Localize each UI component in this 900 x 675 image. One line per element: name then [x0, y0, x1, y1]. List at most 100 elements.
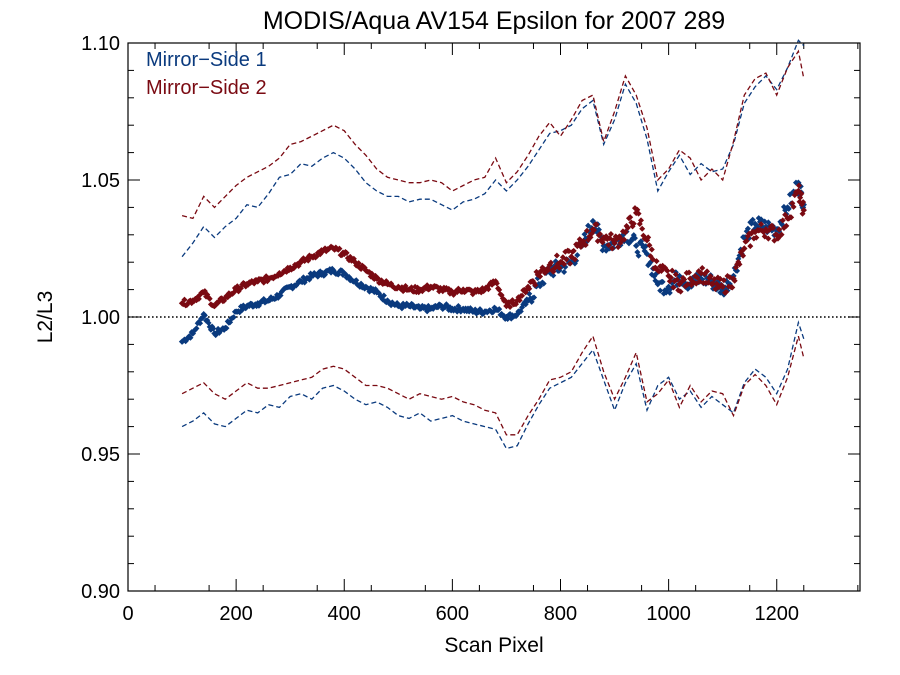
x-tick-label: 0 — [122, 603, 133, 625]
series-2-point — [507, 304, 514, 311]
series-2-point — [783, 222, 790, 229]
series-2-point — [615, 244, 622, 251]
series-2-point — [646, 242, 653, 249]
chart-title: MODIS/Aqua AV154 Epsilon for 2007 289 — [263, 7, 725, 35]
series-2-point — [773, 231, 780, 238]
series-1-point — [380, 292, 387, 299]
series-2-point — [699, 265, 706, 272]
y-tick-label: 0.95 — [81, 444, 120, 466]
x-tick-label: 400 — [328, 603, 361, 625]
series-2-point — [611, 239, 618, 247]
series-2-point — [670, 284, 677, 291]
series-2-point — [630, 220, 637, 227]
series-2-point — [765, 235, 772, 242]
series-1-point — [508, 315, 515, 322]
series-2-point — [537, 273, 544, 280]
series-2-point — [567, 260, 574, 267]
y-tick-label: 0.90 — [81, 581, 120, 603]
series-2-point — [731, 277, 738, 284]
series-2-point — [485, 286, 492, 293]
series-2-point — [547, 259, 554, 266]
series-2-point — [622, 228, 629, 236]
series-1-point — [665, 283, 672, 291]
series-2-point — [621, 236, 628, 243]
series-2-point — [788, 214, 795, 221]
series-2-point — [355, 260, 362, 267]
series-2-point — [795, 182, 802, 189]
series-2-point — [719, 283, 726, 291]
series-1-point — [561, 269, 568, 276]
series-2-point — [707, 273, 714, 280]
series-2-point — [747, 243, 754, 250]
series-2-point — [545, 266, 552, 273]
series-2-point — [704, 268, 711, 275]
series-2-point — [653, 258, 660, 265]
series-2-point — [762, 226, 770, 233]
series-1-upper-bound — [181, 39, 805, 258]
series-2-point — [206, 295, 213, 302]
series-2-point — [627, 214, 634, 221]
series-2-point — [664, 267, 671, 274]
series-2-point — [496, 286, 503, 293]
x-tick-label: 600 — [436, 603, 469, 625]
series-2-point — [758, 221, 765, 228]
series-2-point — [798, 190, 805, 197]
series-2-point — [672, 271, 679, 278]
y-axis-label: L2/L3 — [34, 291, 57, 344]
series-1-point — [599, 247, 606, 254]
series-2-point — [532, 282, 539, 289]
series-1-lower-bound — [181, 320, 805, 450]
series-2-point — [710, 280, 717, 287]
series-2-point — [343, 249, 350, 256]
series-2-point — [624, 224, 631, 231]
y-tick-label: 1.00 — [81, 307, 120, 329]
series-1-point — [676, 272, 683, 280]
x-tick-label: 800 — [544, 603, 577, 625]
series-2-point — [582, 242, 589, 249]
axis-ticks — [127, 42, 860, 592]
series-2-point — [516, 297, 523, 304]
series-1-point — [643, 250, 651, 258]
series-2-point — [181, 296, 188, 303]
series-1-point — [744, 225, 751, 232]
series-2-point — [778, 231, 785, 238]
series-2-point — [578, 239, 586, 247]
series-2-upper-bound — [181, 49, 805, 220]
legend-entry-mirror-side-1: Mirror−Side 1 — [146, 49, 267, 71]
series-2-point — [556, 264, 563, 271]
series-2-point — [568, 253, 575, 260]
legend-entry-mirror-side-2: Mirror−Side 2 — [146, 77, 267, 99]
series-2-point — [605, 242, 612, 249]
series-2-point — [740, 252, 747, 259]
series-1-point — [531, 294, 538, 301]
series-2-point — [681, 276, 688, 283]
series-2-point — [723, 288, 730, 295]
series-1-point — [632, 242, 640, 249]
series-1-point — [210, 325, 217, 332]
series-2-point — [593, 221, 600, 228]
series-1-point — [230, 314, 237, 321]
series-1-point — [659, 278, 666, 285]
series-2-point — [597, 231, 604, 238]
series-2-point — [779, 217, 786, 224]
series-2-point — [668, 274, 675, 281]
series-2-point — [561, 261, 568, 268]
series-2-point — [643, 237, 651, 244]
series-2-point — [694, 274, 701, 281]
series-2-point — [336, 245, 343, 252]
series-2-point — [632, 209, 640, 217]
series-2-point — [599, 239, 606, 246]
series-2-point — [526, 285, 533, 292]
series-1-point — [574, 252, 581, 259]
series-1-point — [635, 252, 642, 259]
series-2-lower-bound — [181, 334, 805, 436]
series-2-point — [583, 227, 590, 234]
legend: Mirror−Side 1 Mirror−Side 2 — [146, 49, 267, 99]
series-2-point — [570, 247, 577, 254]
series-2-point — [609, 245, 616, 252]
series-2-point — [553, 252, 560, 259]
data-points — [178, 179, 807, 345]
series-2-point — [676, 280, 683, 288]
